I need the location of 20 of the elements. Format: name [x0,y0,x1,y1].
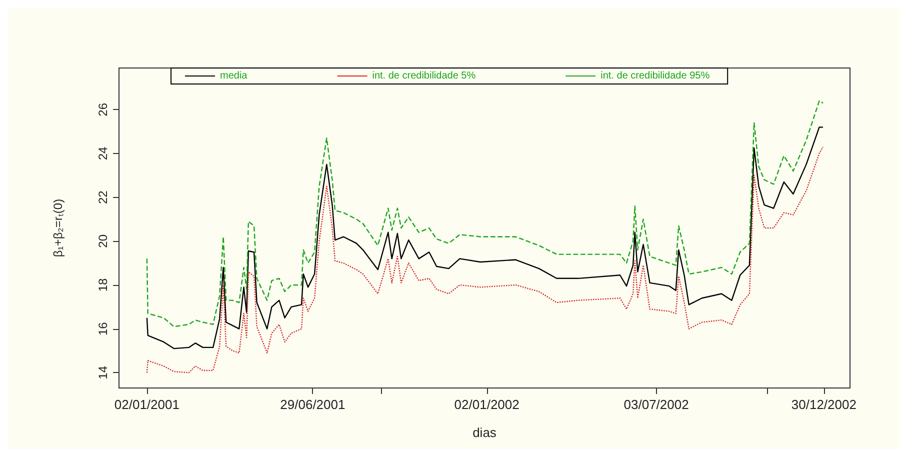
line-series [146,126,824,350]
legend-label: media [220,70,248,82]
line-series [146,100,824,328]
y-tick-label: 26 [96,102,110,116]
x-axis-title: dias [472,425,497,440]
y-tick-label: 20 [96,234,110,248]
x-tick-label: 02/01/2001 [114,397,180,412]
y-tick-label: 18 [96,278,110,292]
x-tick-label: 30/12/2002 [791,397,856,412]
legend-label: int. de credibilidade 95% [600,70,710,82]
y-tick-label: 16 [96,322,110,336]
y-tick-label: 22 [96,190,110,204]
x-tick-label: 02/01/2002 [454,397,520,412]
y-tick-label: 14 [96,366,110,380]
y-axis-title: β₁+β₂=rₜ(0) [51,198,65,258]
x-tick-label: 29/06/2001 [280,397,346,412]
x-tick-label: 03/07/2002 [624,397,689,412]
y-tick-label: 24 [96,146,110,160]
legend-label: int. de credibilidade 5% [372,70,476,82]
line-series [146,146,824,374]
